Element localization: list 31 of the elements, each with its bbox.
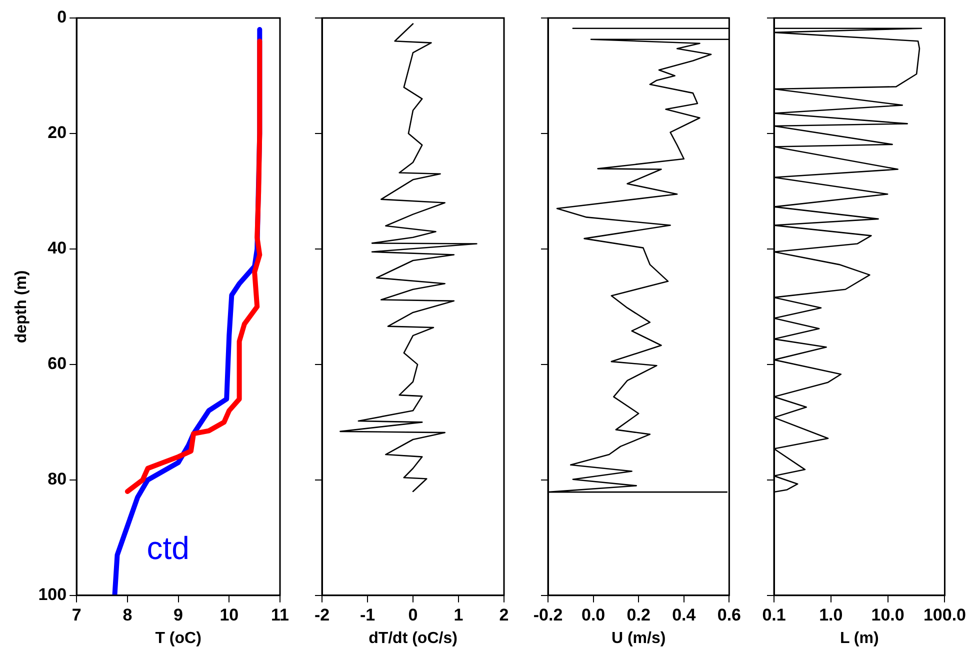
series-label: ctd (146, 530, 190, 566)
x-tick-label: -1 (360, 605, 376, 624)
x-tick-label: 0.0 (581, 605, 606, 624)
x-tick-label: 9 (174, 605, 184, 624)
x-axis-title: dT/dt (oC/s) (368, 630, 458, 647)
x-tick-label: 0.4 (672, 605, 696, 624)
x-axis-title: L (m) (840, 630, 879, 647)
x-axis-title: U (m/s) (611, 630, 666, 647)
x-tick-label: -0.2 (533, 605, 563, 624)
x-tick-label: 11 (271, 605, 289, 624)
y-tick-label: 80 (48, 470, 67, 489)
y-tick-label: 40 (48, 238, 67, 258)
x-tick-label: 0.2 (626, 605, 650, 624)
x-tick-label: -2 (314, 605, 330, 624)
x-tick-label: 8 (122, 605, 132, 624)
y-tick-label: 100 (38, 585, 67, 604)
x-tick-label: 0.1 (762, 605, 786, 624)
x-axis-title: T (oC) (155, 630, 202, 647)
x-tick-label: 1.0 (819, 605, 843, 624)
x-tick-label: 10.0 (871, 605, 904, 624)
x-tick-label: 7 (72, 605, 82, 624)
x-tick-label: 10 (220, 605, 239, 624)
y-tick-label: 0 (57, 8, 67, 27)
x-tick-label: 100.0 (923, 605, 966, 624)
y-tick-label: 60 (48, 354, 67, 374)
y-tick-label: 20 (48, 123, 67, 142)
x-tick-label: 1 (454, 605, 464, 624)
y-axis-title: depth (m) (13, 270, 30, 344)
x-tick-label: 0 (408, 605, 418, 624)
x-tick-label: 2 (499, 605, 509, 624)
x-tick-label: 0.6 (717, 605, 742, 624)
